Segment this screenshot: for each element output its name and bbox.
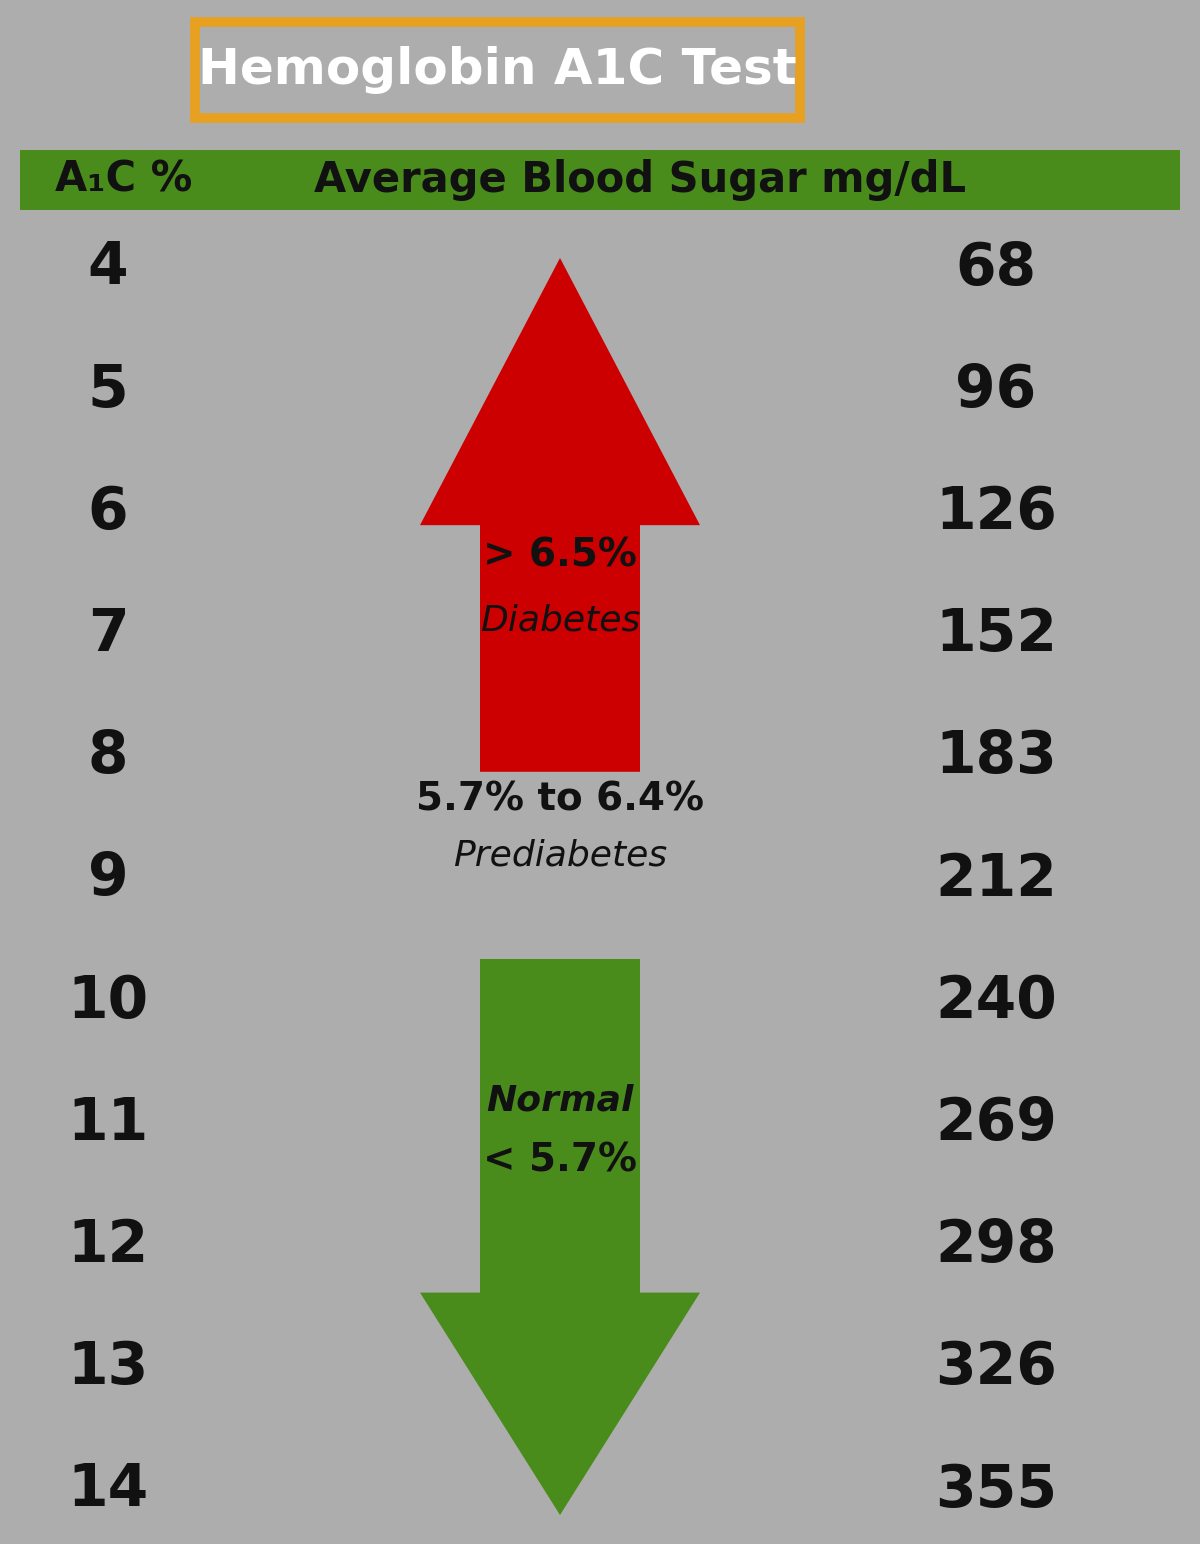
Polygon shape [420, 258, 700, 772]
Text: 8: 8 [88, 729, 128, 786]
Text: 68: 68 [955, 239, 1037, 296]
Text: 11: 11 [67, 1095, 149, 1152]
Text: 240: 240 [935, 973, 1057, 1030]
Text: 6: 6 [88, 483, 128, 540]
Text: 5: 5 [88, 361, 128, 418]
FancyBboxPatch shape [194, 22, 800, 117]
Text: < 5.7%: < 5.7% [482, 1143, 637, 1180]
Text: 7: 7 [88, 607, 128, 662]
Text: 96: 96 [955, 361, 1037, 418]
Text: Diabetes: Diabetes [480, 604, 640, 638]
Text: 5.7% to 6.4%: 5.7% to 6.4% [416, 781, 704, 818]
Text: 152: 152 [935, 607, 1057, 662]
Text: 126: 126 [935, 483, 1057, 540]
Polygon shape [420, 959, 700, 1515]
Text: 4: 4 [88, 239, 128, 296]
Text: Prediabetes: Prediabetes [452, 838, 667, 872]
Text: > 6.5%: > 6.5% [484, 536, 637, 574]
Text: 10: 10 [67, 973, 149, 1030]
Text: 326: 326 [935, 1339, 1057, 1396]
Text: Normal: Normal [486, 1084, 634, 1118]
Text: 269: 269 [935, 1095, 1057, 1152]
Text: 183: 183 [935, 729, 1057, 786]
Text: Hemoglobin A1C Test: Hemoglobin A1C Test [198, 46, 797, 94]
Text: A₁C %: A₁C % [55, 159, 192, 201]
Text: 355: 355 [935, 1462, 1057, 1518]
FancyBboxPatch shape [20, 150, 1180, 210]
Text: 13: 13 [67, 1339, 149, 1396]
Text: 9: 9 [88, 851, 128, 908]
Text: 12: 12 [67, 1217, 149, 1274]
Text: 14: 14 [67, 1462, 149, 1518]
Text: 212: 212 [935, 851, 1057, 908]
Text: Average Blood Sugar mg/dL: Average Blood Sugar mg/dL [314, 159, 966, 201]
Text: 298: 298 [935, 1217, 1057, 1274]
